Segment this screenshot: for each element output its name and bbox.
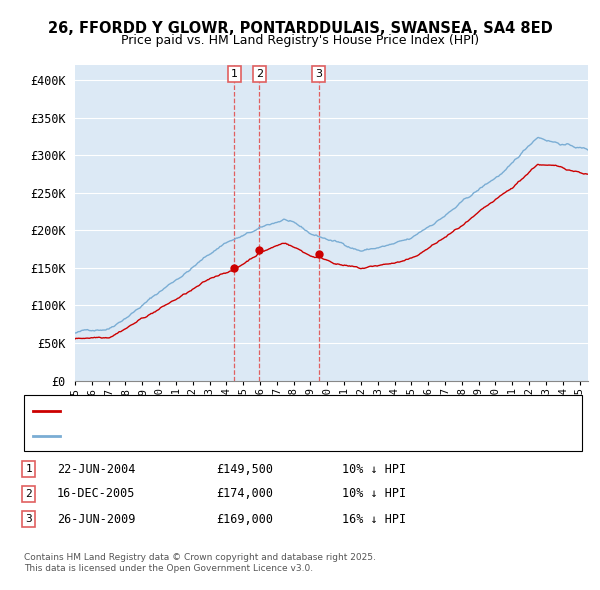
Text: Contains HM Land Registry data © Crown copyright and database right 2025.: Contains HM Land Registry data © Crown c… xyxy=(24,553,376,562)
Text: £169,000: £169,000 xyxy=(216,513,273,526)
Text: 26-JUN-2009: 26-JUN-2009 xyxy=(57,513,136,526)
Text: 3: 3 xyxy=(25,514,32,524)
Text: 16% ↓ HPI: 16% ↓ HPI xyxy=(342,513,406,526)
Text: 16-DEC-2005: 16-DEC-2005 xyxy=(57,487,136,500)
Text: 1: 1 xyxy=(25,464,32,474)
Text: Price paid vs. HM Land Registry's House Price Index (HPI): Price paid vs. HM Land Registry's House … xyxy=(121,34,479,47)
Text: HPI: Average price, detached house, Swansea: HPI: Average price, detached house, Swan… xyxy=(65,431,316,441)
Text: 10% ↓ HPI: 10% ↓ HPI xyxy=(342,487,406,500)
Text: 3: 3 xyxy=(315,69,322,79)
Text: £174,000: £174,000 xyxy=(216,487,273,500)
Text: This data is licensed under the Open Government Licence v3.0.: This data is licensed under the Open Gov… xyxy=(24,565,313,573)
Text: 22-JUN-2004: 22-JUN-2004 xyxy=(57,463,136,476)
Text: 10% ↓ HPI: 10% ↓ HPI xyxy=(342,463,406,476)
Text: £149,500: £149,500 xyxy=(216,463,273,476)
Text: 26, FFORDD Y GLOWR, PONTARDDULAIS, SWANSEA, SA4 8ED: 26, FFORDD Y GLOWR, PONTARDDULAIS, SWANS… xyxy=(47,21,553,35)
Text: 2: 2 xyxy=(25,489,32,499)
Text: 26, FFORDD Y GLOWR, PONTARDDULAIS, SWANSEA, SA4 8ED (detached house): 26, FFORDD Y GLOWR, PONTARDDULAIS, SWANS… xyxy=(65,406,501,416)
Text: 1: 1 xyxy=(231,69,238,79)
Text: 2: 2 xyxy=(256,69,263,79)
